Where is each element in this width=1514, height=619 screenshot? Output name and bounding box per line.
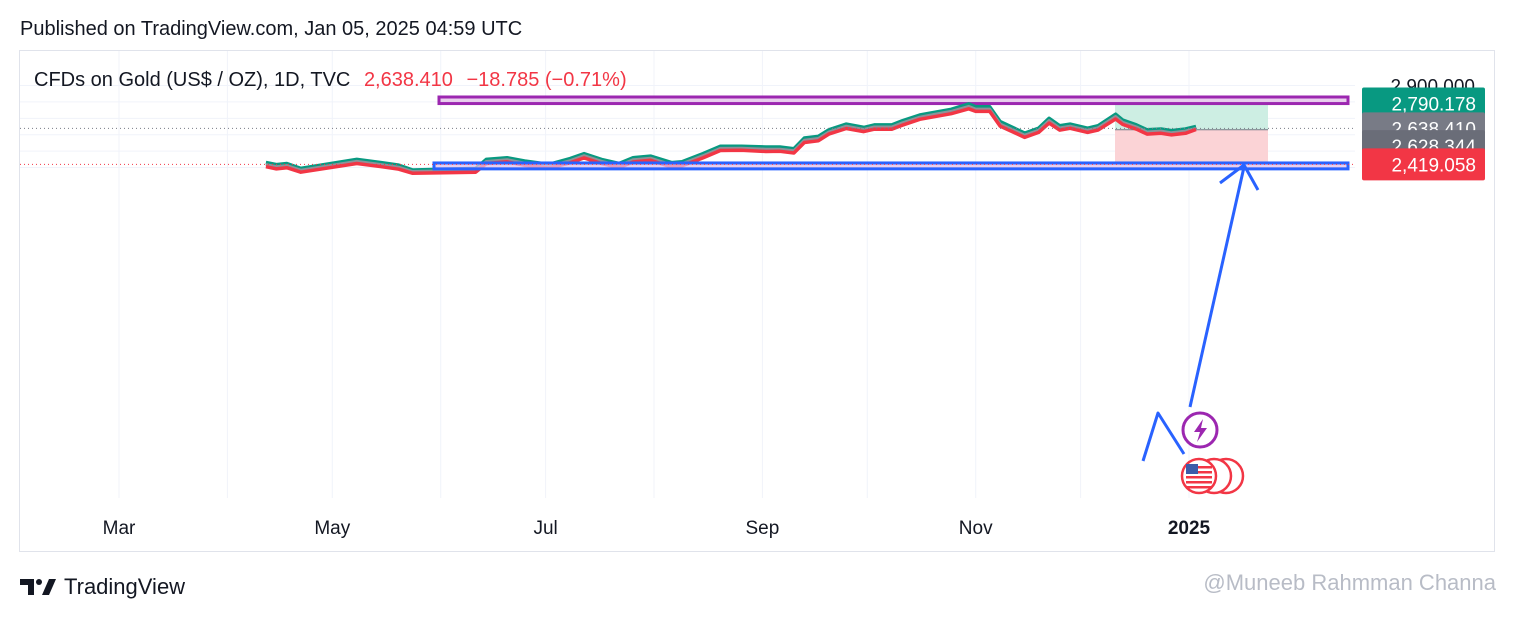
x-tick-label: Sep — [745, 518, 779, 539]
svg-text:2,419.058: 2,419.058 — [1391, 155, 1476, 176]
time-axis: Mar May Jul Sep Nov 2025 — [103, 518, 1211, 539]
overlay — [20, 127, 1355, 495]
price-tag-stop: 2,419.058 — [1362, 148, 1485, 181]
symbol-name: CFDs on Gold (US$ / OZ), 1D, TVC — [34, 69, 351, 91]
price-tag-target: 2,790.178 — [1362, 87, 1485, 120]
arrow-head — [1219, 163, 1260, 191]
series-close — [265, 104, 1197, 173]
svg-text:2,790.178: 2,790.178 — [1391, 95, 1476, 116]
projection-path-2 — [1188, 166, 1246, 408]
tradingview-logo[interactable]: TradingView — [20, 574, 185, 600]
grid-lines — [20, 51, 1355, 498]
published-caption: Published on TradingView.com, Jan 05, 20… — [20, 18, 523, 40]
event-flash-icon — [1181, 411, 1219, 449]
x-tick-label: Nov — [959, 518, 993, 539]
support-zone — [432, 161, 1350, 171]
series-high — [265, 102, 1197, 172]
projection-path-1 — [1141, 411, 1186, 462]
price-change: −18.785 (−0.71%) — [466, 69, 627, 91]
us-flag-event-icon — [1180, 457, 1218, 495]
resistance-zone — [437, 95, 1350, 106]
last-price: 2,638.410 — [363, 69, 453, 91]
tradingview-logo-icon — [20, 579, 56, 595]
author-watermark: @Muneeb Rahmman Channa — [1203, 570, 1496, 595]
brand-name: TradingView — [64, 574, 186, 599]
x-tick-label: 2025 — [1168, 518, 1211, 539]
x-tick-label: Mar — [103, 518, 136, 539]
price-axis: 2,500.0002,700.0002,900.0002,790.1782,63… — [1362, 77, 1485, 181]
chart-frame — [19, 50, 1495, 552]
x-tick-label: Jul — [533, 518, 557, 539]
stop-zone — [1115, 129, 1268, 164]
x-tick-label: May — [314, 518, 350, 539]
symbol-legend: CFDs on Gold (US$ / OZ), 1D, TVC 2,638.4… — [34, 69, 627, 92]
zones — [437, 95, 1350, 164]
